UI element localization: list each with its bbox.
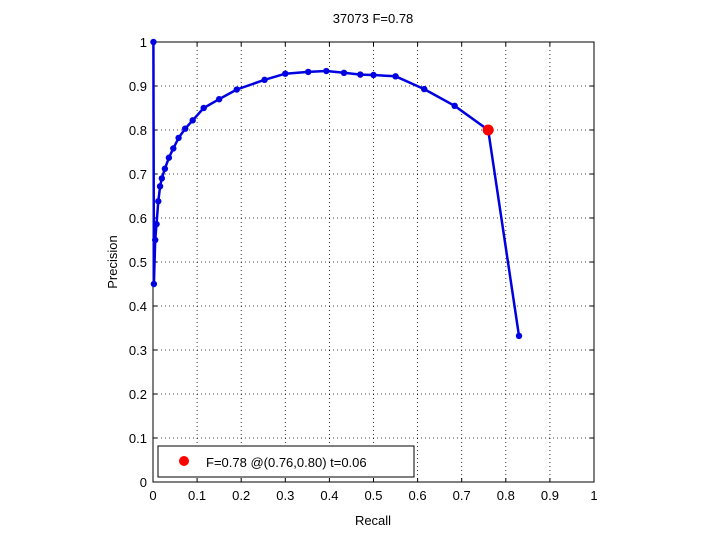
y-tick-label: 0.6 [129,211,147,226]
y-tick-label: 1 [140,35,147,50]
x-tick-label: 0.6 [409,488,427,503]
pr-data-point [340,69,348,77]
pr-data-point [153,220,160,228]
series-layer [150,38,523,340]
legend: F=0.78 @(0.76,0.80) t=0.06 [157,445,415,478]
best-f-point [482,124,494,136]
x-tick-label: 1 [590,488,597,503]
y-tick-label: 0.1 [129,431,147,446]
grid-lines [153,42,594,482]
x-tick-label: 0.4 [320,488,338,503]
pr-curve-line [152,41,521,337]
y-tick-label: 0.3 [129,343,147,358]
pr-data-point [156,183,164,190]
pr-data-point [515,332,523,340]
pr-data-point [357,71,364,78]
pr-data-point [155,198,162,205]
y-tick-label: 0.4 [129,299,147,314]
pr-data-point [233,86,240,93]
pr-data-point [215,96,223,103]
pr-data-point [152,236,159,244]
pr-data-point [158,175,166,182]
pr-data-point [392,73,399,80]
pr-data-point [150,280,158,288]
pr-data-point [170,145,177,152]
y-tick-label: 0 [140,475,147,490]
pr-data-point [323,67,330,75]
x-tick-label: 0 [149,488,156,503]
pr-data-point [165,154,173,161]
pr-data-point [421,85,428,93]
x-axis-label: Recall [355,513,391,528]
pr-data-point [200,104,207,112]
pr-data-point [305,68,312,76]
legend-box [157,445,415,478]
pr-data-point [150,38,157,46]
pr-data-point [261,76,268,84]
pr-data-point [370,71,377,79]
pr-data-point [161,165,169,172]
x-tick-label: 0.5 [364,488,382,503]
y-tick-label: 0.5 [129,255,147,270]
chart-title: 37073 F=0.78 [333,11,414,26]
pr-data-point [282,70,289,77]
axis-ticks [152,41,595,483]
pr-data-point [451,102,458,110]
x-tick-label: 0.1 [188,488,206,503]
x-tick-label: 0.9 [541,488,559,503]
pr-data-point [181,125,189,132]
x-tick-label: 0.2 [232,488,250,503]
y-axis-label: Precision [105,235,120,288]
legend-marker [179,456,189,466]
y-tick-label: 0.2 [129,387,147,402]
legend-label: F=0.78 @(0.76,0.80) t=0.06 [206,455,367,470]
y-tick-label: 0.9 [129,79,147,94]
x-tick-label: 0.8 [497,488,515,503]
x-tick-label: 0.7 [453,488,471,503]
y-tick-label: 0.8 [129,123,147,138]
pr-data-point [189,117,196,124]
tick-labels: 0 0.1 0.2 0.3 0.4 0.5 0.6 0.7 0.8 0.9 1 0 0.1 0.2 0.3 0… [129,35,598,503]
pr-data-point [175,134,182,142]
x-tick-label: 0.3 [276,488,294,503]
y-tick-label: 0.7 [129,167,147,182]
